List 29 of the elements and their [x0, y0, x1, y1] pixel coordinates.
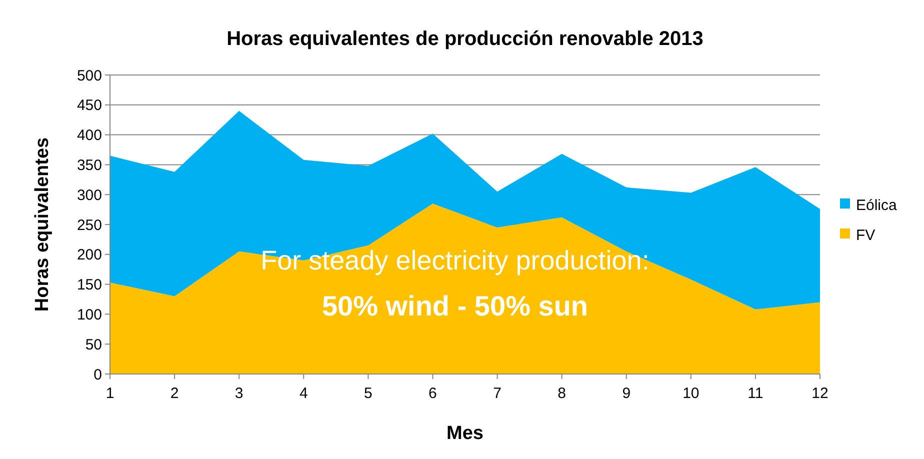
- x-tick-label: 9: [622, 385, 631, 402]
- y-tick-label: 450: [76, 97, 102, 114]
- x-tick-label: 4: [299, 385, 308, 402]
- y-tick-label: 0: [94, 366, 102, 384]
- x-tick-label: 10: [682, 385, 700, 402]
- x-tick-label: 7: [493, 385, 502, 402]
- chart-title: Horas equivalentes de producción renovable 2013: [226, 28, 704, 50]
- y-tick-label: 200: [76, 246, 102, 264]
- x-tick-label: 11: [748, 385, 764, 402]
- x-tick-label: 1: [106, 385, 114, 402]
- x-tick-label: 12: [812, 385, 828, 402]
- y-tick-label: 150: [76, 276, 102, 294]
- annotation: 50% wind - 50% sun: [322, 290, 588, 322]
- y-tick-label: 50: [85, 336, 102, 354]
- x-axis-title: Mes: [446, 423, 484, 444]
- legend-label: FV: [856, 226, 876, 244]
- x-tick-label: 5: [364, 385, 372, 402]
- x-tick-label: 8: [558, 385, 566, 402]
- x-tick-label: 2: [170, 385, 179, 402]
- y-tick-label: 350: [76, 156, 102, 174]
- x-tick-label: 6: [428, 385, 437, 402]
- x-tick-label: 3: [234, 385, 244, 402]
- y-tick-label: 250: [76, 216, 102, 234]
- y-tick-label: 400: [76, 127, 102, 144]
- y-axis-title: Horas equivalentes: [32, 137, 53, 312]
- y-tick-label: 300: [76, 186, 102, 204]
- y-tick-label: 500: [76, 67, 102, 84]
- legend-label: Eólica: [856, 196, 898, 214]
- y-tick-label: 100: [76, 306, 102, 324]
